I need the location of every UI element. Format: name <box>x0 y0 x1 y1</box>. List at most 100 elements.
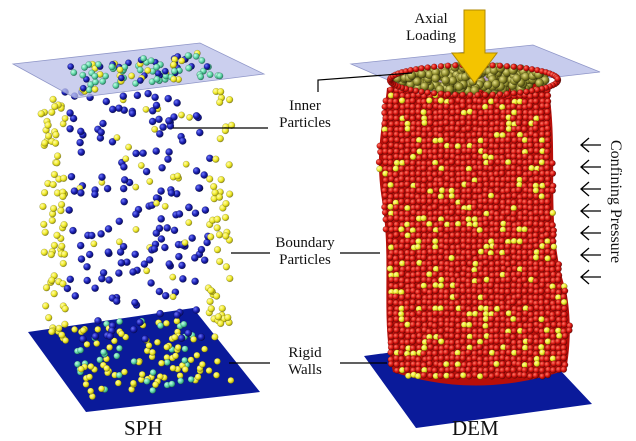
dem-rim-particle <box>407 66 414 74</box>
dem-particle <box>493 305 501 313</box>
dem-particle <box>420 254 428 261</box>
dem-particle <box>387 360 395 368</box>
dem-particle <box>471 231 479 239</box>
inner-particle <box>139 149 147 157</box>
boundary-particle <box>50 170 59 179</box>
dem-particle <box>432 287 439 295</box>
inner-particle <box>152 147 160 155</box>
dem-particle <box>505 192 513 200</box>
dem-particle <box>504 304 512 312</box>
dem-particle <box>425 270 433 278</box>
dem-particle <box>415 270 422 278</box>
dem-particle <box>476 176 484 184</box>
dem-particle <box>409 97 417 105</box>
dem-particle <box>466 98 473 105</box>
dem-particle <box>516 169 523 177</box>
dem-particle <box>487 288 495 296</box>
dem-particle <box>516 305 523 313</box>
top-wall-particle <box>136 77 144 84</box>
dem-particle <box>510 176 518 183</box>
dem-particle <box>426 142 433 150</box>
dem-particle <box>420 176 428 184</box>
dem-particle <box>404 333 412 341</box>
boundary-particle <box>71 326 79 333</box>
dem-particle <box>398 192 406 200</box>
inner-particle <box>150 245 159 253</box>
dem-particle <box>510 248 517 256</box>
inner-particle <box>165 260 173 268</box>
dem-top-particle <box>412 77 422 87</box>
dem-rim-particle <box>437 90 445 98</box>
dem-rim-particle <box>517 64 524 71</box>
inner-particle <box>191 277 199 286</box>
dem-particle <box>549 170 557 177</box>
dem-particle <box>409 103 416 111</box>
dem-particle <box>393 326 400 334</box>
wall-particle <box>181 356 189 364</box>
dem-particle <box>454 260 461 268</box>
inner-particle <box>99 119 107 128</box>
inner-particle <box>151 93 159 102</box>
inner-particle <box>128 109 137 118</box>
inner-particle <box>170 226 179 235</box>
dem-particle <box>477 327 484 335</box>
inner-particle <box>195 128 204 137</box>
dem-particle <box>482 315 490 323</box>
boundary-particles-line2: Particles <box>279 252 331 268</box>
dem-particle <box>465 243 472 251</box>
dem-particle <box>471 153 479 160</box>
dem-top-particle <box>512 74 522 83</box>
dem-particle <box>393 214 400 222</box>
dem-particle <box>465 327 473 335</box>
dem-particle <box>437 170 445 177</box>
dem-particle <box>476 210 484 217</box>
dem-particle <box>443 299 450 306</box>
dem-particle <box>459 102 467 110</box>
dem-particle <box>543 298 551 306</box>
boundary-particle <box>201 345 209 353</box>
dem-particle <box>442 349 450 356</box>
dem-particle <box>404 232 412 239</box>
dem-particle <box>403 114 411 121</box>
dem-particle <box>527 243 534 251</box>
wall-particle <box>168 380 176 388</box>
label-leader-lines <box>173 72 413 364</box>
dem-particle <box>459 137 467 145</box>
dem-particle <box>482 120 490 127</box>
dem-particle <box>431 322 439 330</box>
dem-particle <box>415 136 423 144</box>
dem-particle <box>504 248 512 256</box>
boundary-particle <box>213 292 221 300</box>
confining-pressure-arrow <box>580 203 601 219</box>
dem-particle <box>409 327 416 335</box>
inner-particle <box>192 306 201 314</box>
dem-particle <box>437 97 445 104</box>
dem-particle <box>392 204 400 211</box>
dem-particle <box>449 165 456 173</box>
boundary-particle <box>169 293 177 301</box>
dem-particle <box>387 181 394 189</box>
inner-particle <box>191 209 200 217</box>
dem-particle <box>404 125 411 133</box>
inner-particle <box>104 225 113 233</box>
dem-particle <box>498 237 506 245</box>
dem-particle <box>427 131 434 138</box>
dem-particle <box>550 288 557 295</box>
wall-particle <box>116 344 123 352</box>
boundary-particle <box>212 155 220 163</box>
boundary-particle <box>227 376 235 384</box>
dem-particle <box>387 299 394 306</box>
top-wall-particle <box>203 63 211 70</box>
dem-rim-particle <box>444 91 452 98</box>
dem-particle <box>415 366 422 373</box>
dem-particle <box>460 209 467 216</box>
dem-particle <box>521 175 529 183</box>
dem-particle <box>544 136 552 144</box>
dem-particle <box>404 204 411 212</box>
boundary-particle <box>39 202 47 211</box>
dem-particle <box>538 367 546 374</box>
dem-particle <box>476 226 484 234</box>
dem-top-particle <box>441 75 451 85</box>
sph-model <box>11 42 266 412</box>
dem-particle <box>410 209 417 216</box>
